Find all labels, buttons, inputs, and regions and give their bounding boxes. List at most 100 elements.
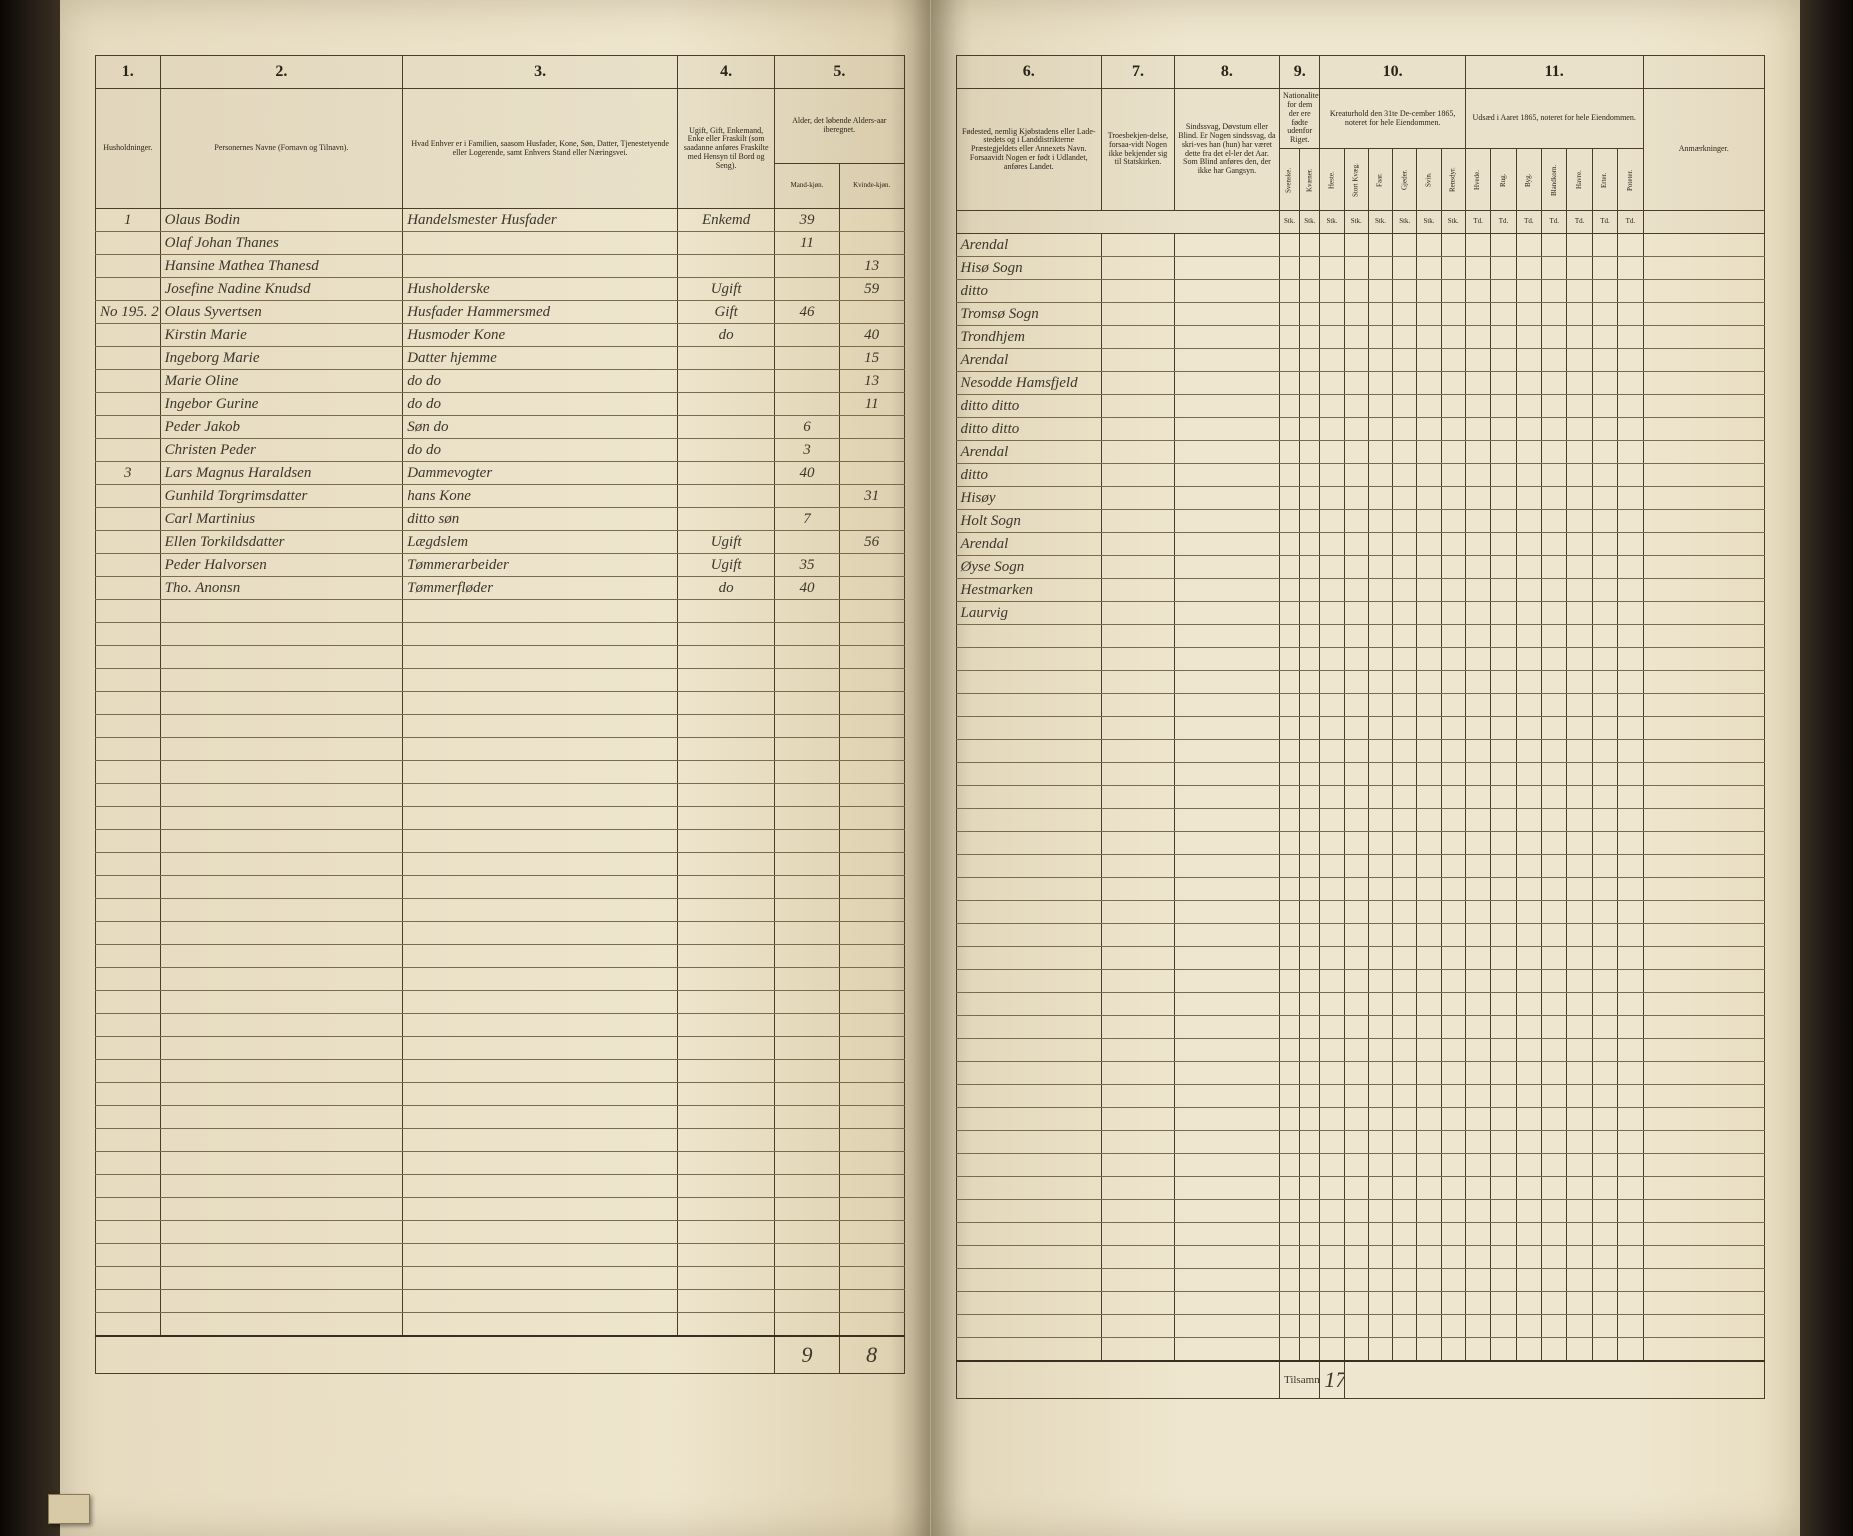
cell-empty [1618, 234, 1643, 257]
table-row-blank [956, 1338, 1765, 1362]
cell-empty [1417, 556, 1441, 579]
cell-name: Ingebor Gurine [160, 393, 403, 416]
right-table-head: 6. 7. 8. 9. 10. 11. Fødested, nemlig Kjø… [956, 56, 1765, 234]
cell-empty [1102, 326, 1175, 349]
cell-status: Ugift [678, 554, 775, 577]
cell-empty [1300, 257, 1320, 280]
cell-empty [1368, 418, 1392, 441]
cell-empty [1174, 510, 1279, 533]
unit-stk: Stk. [1417, 211, 1441, 234]
table-row: Trondhjem [956, 326, 1765, 349]
cell-empty [1465, 257, 1490, 280]
col-num-11: 11. [1465, 56, 1643, 89]
cell-empty [1441, 395, 1465, 418]
cell-empty [1368, 533, 1392, 556]
cell-household [95, 508, 160, 531]
table-row-blank [95, 1129, 904, 1152]
cell-empty [1542, 464, 1567, 487]
cell-status [678, 255, 775, 278]
cell-age-f [839, 439, 904, 462]
table-row-blank [956, 1016, 1765, 1039]
cell-empty [1618, 349, 1643, 372]
cell-empty [1643, 487, 1765, 510]
left-sheet: 1. 2. 3. 4. 5. Husholdninger. Personerne… [95, 55, 905, 1481]
cell-empty [1465, 533, 1490, 556]
table-row-blank [95, 968, 904, 991]
cell-empty [1368, 257, 1392, 280]
table-row-blank [956, 970, 1765, 993]
table-row: Josefine Nadine KnudsdHusholderskeUgift5… [95, 278, 904, 301]
cell-empty [1417, 234, 1441, 257]
cell-empty [1300, 602, 1320, 625]
col-num-2: 2. [160, 56, 403, 89]
table-row-blank [956, 740, 1765, 763]
cell-household [95, 255, 160, 278]
cell-age-f [839, 209, 904, 232]
cell-empty [1344, 326, 1368, 349]
cell-empty [1465, 418, 1490, 441]
cell-age-f [839, 301, 904, 324]
cell-empty [1344, 464, 1368, 487]
cell-empty [1102, 257, 1175, 280]
cell-empty [1300, 579, 1320, 602]
cell-empty [1516, 464, 1541, 487]
cell-empty [1618, 257, 1643, 280]
cell-empty [1320, 602, 1344, 625]
cell-empty [1643, 234, 1765, 257]
unit-td: Td. [1542, 211, 1567, 234]
cell-birthplace: Øyse Sogn [956, 556, 1102, 579]
col-sub-5b: Kvinde-kjøn. [839, 164, 904, 209]
cell-name: Olaus Syvertsen [160, 301, 403, 324]
cell-empty [1300, 303, 1320, 326]
cell-empty [1441, 487, 1465, 510]
cell-empty [1320, 579, 1344, 602]
cell-empty [1393, 441, 1417, 464]
cell-birthplace: Arendal [956, 441, 1102, 464]
cell-empty [1300, 533, 1320, 556]
cell-age-m: 35 [775, 554, 840, 577]
col-num-4: 4. [678, 56, 775, 89]
cell-empty [1592, 349, 1617, 372]
table-row-blank [956, 809, 1765, 832]
left-page: 1. 2. 3. 4. 5. Husholdninger. Personerne… [60, 0, 931, 1536]
book-binding [0, 0, 60, 1536]
total-female: 8 [839, 1336, 904, 1374]
table-row: Arendal [956, 349, 1765, 372]
cell-empty [1344, 487, 1368, 510]
cell-empty [1491, 464, 1516, 487]
cell-role: do do [403, 370, 678, 393]
cell-age-f [839, 416, 904, 439]
cell-age-f: 11 [839, 393, 904, 416]
cell-empty [1417, 280, 1441, 303]
cell-empty [1174, 487, 1279, 510]
cell-status [678, 393, 775, 416]
cell-household: 1 [95, 209, 160, 232]
cell-household [95, 531, 160, 554]
cell-role: Lægdslem [403, 531, 678, 554]
cell-empty [1393, 326, 1417, 349]
cell-role: do do [403, 393, 678, 416]
cell-empty [1320, 395, 1344, 418]
cell-empty [1592, 602, 1617, 625]
table-row-blank [95, 1060, 904, 1083]
cell-empty [1441, 556, 1465, 579]
unit-stk: Stk. [1300, 211, 1320, 234]
cell-empty [1393, 487, 1417, 510]
cell-age-m: 3 [775, 439, 840, 462]
col10-sub: Gjeder. [1393, 149, 1417, 211]
cell-empty [1491, 303, 1516, 326]
cell-empty [1542, 510, 1567, 533]
col-num-9: 9. [1279, 56, 1319, 89]
cell-empty [1643, 441, 1765, 464]
table-row-blank [95, 623, 904, 646]
cell-empty [1567, 280, 1592, 303]
cell-empty [1618, 280, 1643, 303]
cell-empty [1542, 234, 1567, 257]
cell-empty [1174, 441, 1279, 464]
cell-age-m: 46 [775, 301, 840, 324]
table-row-blank [95, 876, 904, 899]
cell-empty [1542, 487, 1567, 510]
cell-empty [1567, 602, 1592, 625]
table-row-blank [95, 1290, 904, 1313]
totals-spacer [95, 1336, 774, 1374]
